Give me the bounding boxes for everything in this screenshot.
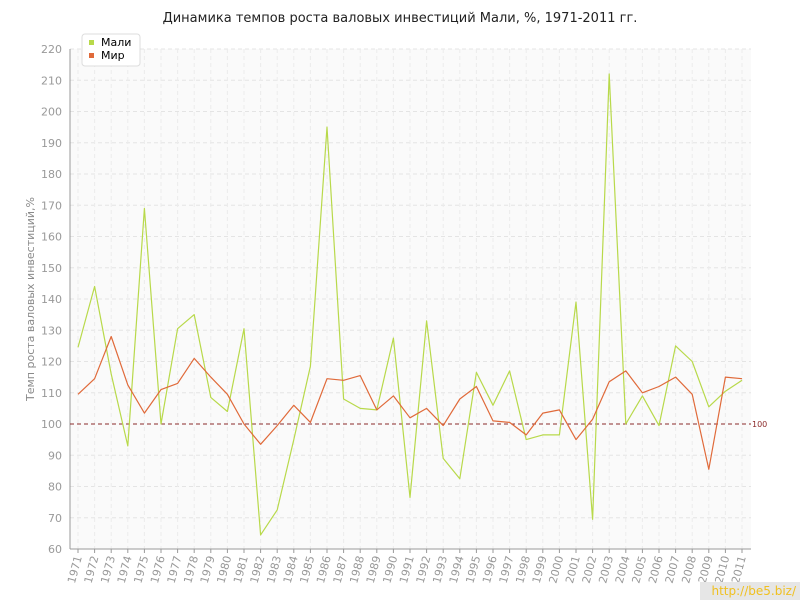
plot-background [70,49,751,549]
y-tick-label: 150 [41,262,62,275]
y-axis-label: Темп роста валовых инвестиций,% [24,197,37,402]
y-tick-label: 70 [48,512,62,525]
y-tick-label: 100 [41,418,62,431]
y-tick-label: 210 [41,74,62,87]
y-tick-label: 90 [48,449,62,462]
y-tick-label: 180 [41,168,62,181]
legend-box [81,33,141,67]
y-tick-label: 170 [41,199,62,212]
chart-title: Динамика темпов роста валовых инвестиций… [163,11,638,26]
y-axis-ticks: 60 70 80 90 100 110 120 130 140 150 160 170 180 190 20… [41,43,62,556]
y-tick-label: 110 [41,387,62,400]
y-tick-label: 140 [41,293,62,306]
y-tick-label: 60 [48,543,62,556]
series-line-world [77,335,743,470]
x-axis-ticks: 1971197219731974197519761977197819791980… [65,554,749,584]
legend-swatch [89,53,94,58]
y-tick-label: 200 [41,106,62,119]
axes [69,49,751,553]
y-tick-label: 130 [41,324,62,337]
watermark: http://be5.biz/ [700,582,800,600]
series-line-mali [77,73,743,536]
y-tick-label: 190 [41,137,62,150]
series-lines [77,73,743,536]
legend-label: Мали [101,36,131,49]
y-tick-label: 220 [41,43,62,56]
reference-line-label: 100 [752,420,767,429]
y-tick-label: 160 [41,231,62,244]
reference-line-group: 100 [70,420,767,429]
y-tick-label: 80 [48,481,62,494]
legend-label: Мир [101,49,125,62]
x-tick-label: 2011 [729,554,749,584]
y-tick-label: 120 [41,356,62,369]
legend-swatch [89,40,94,45]
grid [70,48,751,550]
